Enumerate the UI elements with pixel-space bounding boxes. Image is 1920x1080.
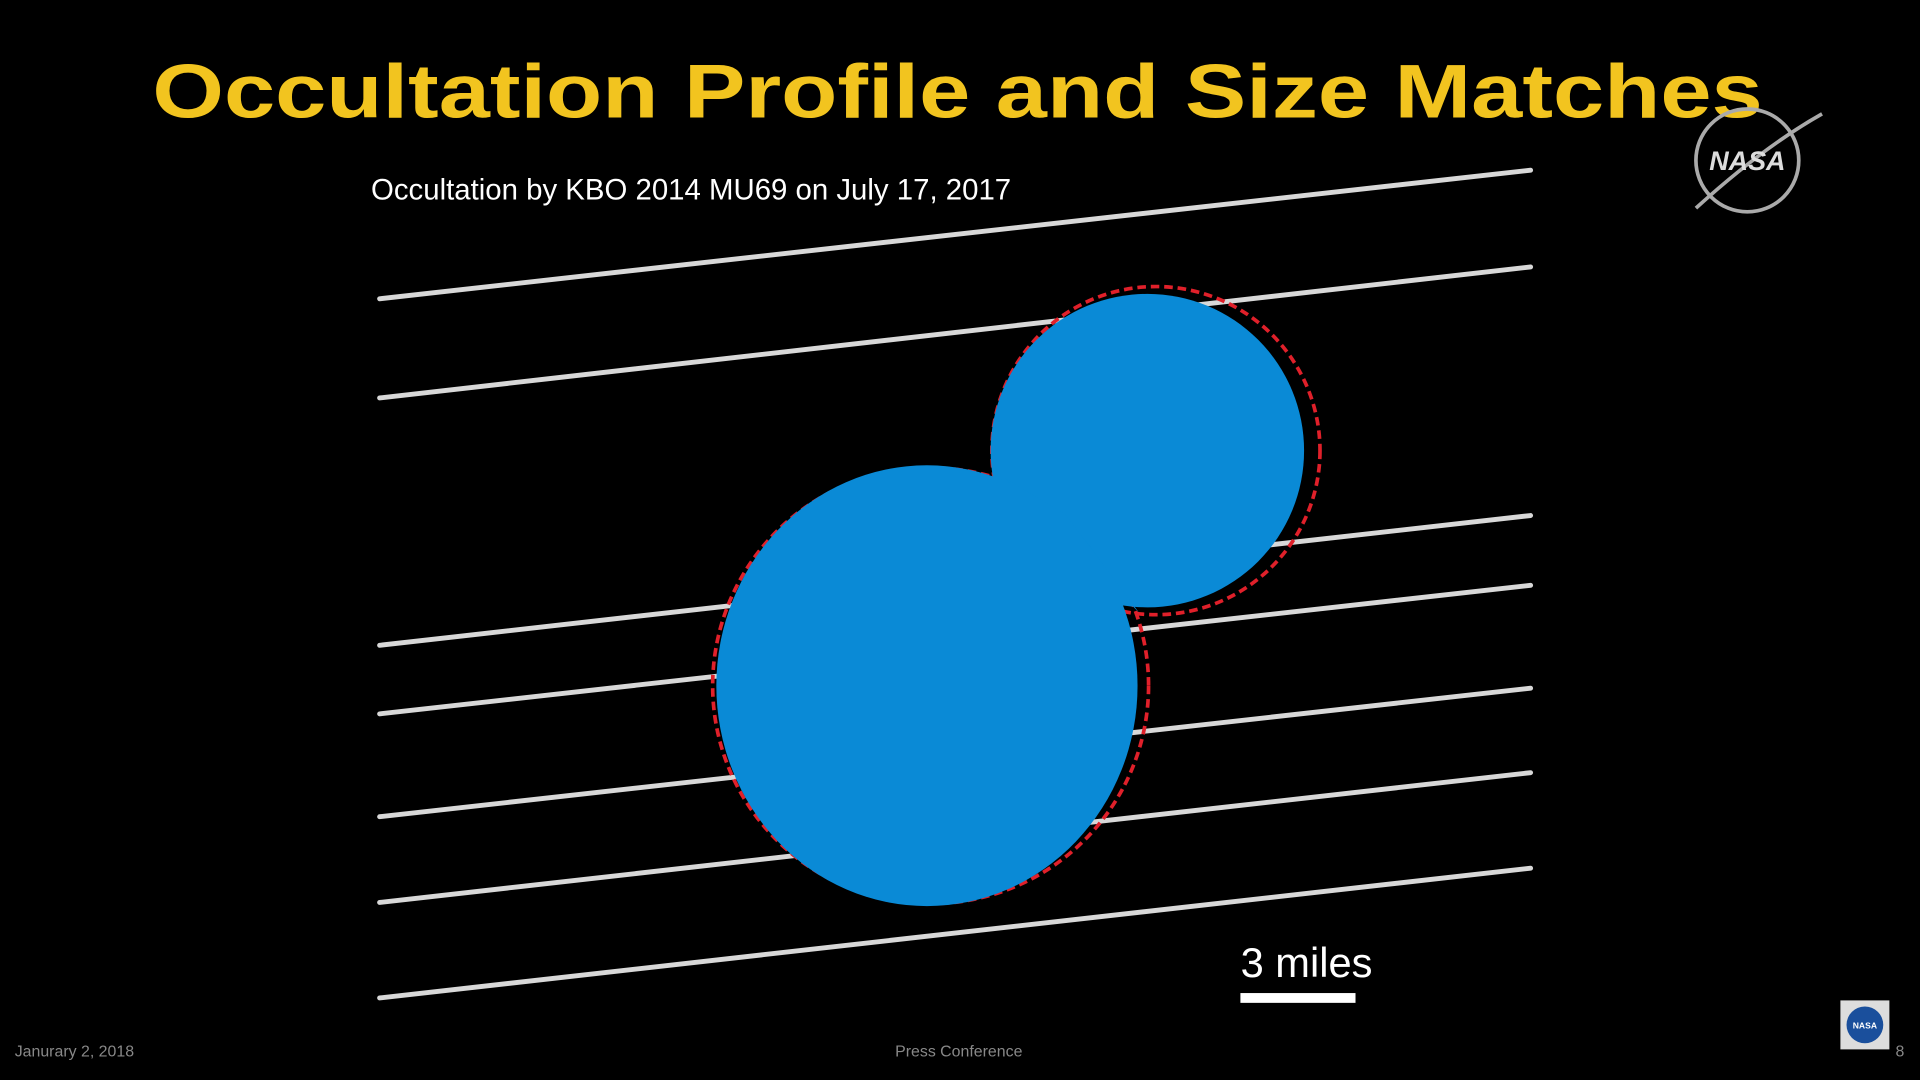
footer-logo-text: NASA [1853, 1021, 1877, 1031]
page-number: 8 [1896, 1044, 1905, 1061]
logo-ring [1694, 107, 1801, 214]
large-lobe [716, 465, 1138, 907]
logo-swoosh [1694, 112, 1823, 210]
footer-event: Press Conference [895, 1044, 1022, 1061]
footer-logo: NASA [1840, 1000, 1890, 1050]
chord [377, 865, 1534, 1001]
footer-date: Janurary 2, 2018 [15, 1044, 135, 1061]
subtitle: Occultation by KBO 2014 MU69 on July 17,… [371, 174, 1011, 207]
logo-text: NASA [1709, 146, 1785, 176]
occultation-shape [716, 293, 1305, 907]
footer-logo-disc [1846, 1006, 1884, 1044]
lobe-neck [1004, 477, 1139, 613]
chord [377, 167, 1534, 302]
nasa-logo: NASA [1694, 107, 1823, 214]
slide-title: Occultation Profile and Size Matches [152, 50, 1762, 135]
scale-label: 3 miles [1241, 939, 1373, 986]
scale-bar [1240, 993, 1356, 1003]
chord [377, 264, 1534, 401]
